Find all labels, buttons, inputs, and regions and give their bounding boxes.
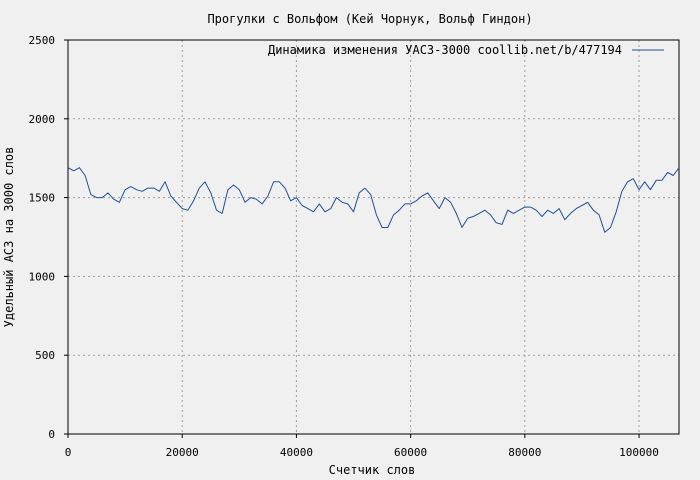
axis-ticks: 0 20000 40000 60000 80000 100000 0 500 1000 1500 2… [29,34,659,459]
grid [68,40,679,434]
y-tick-label: 1000 [29,270,56,283]
legend: Динамика изменения УАСЗ-3000 coollib.net… [268,43,664,57]
x-tick-label: 100000 [619,446,659,459]
y-tick-label: 0 [48,428,55,441]
series-line [67,167,680,233]
x-tick-label: 0 [65,446,72,459]
series-group [67,167,680,233]
legend-label: Динамика изменения УАСЗ-3000 coollib.net… [268,43,622,57]
y-tick-label: 2000 [29,113,56,126]
x-axis-label: Счетчик слов [329,463,416,477]
x-tick-label: 80000 [508,446,541,459]
x-tick-label: 40000 [280,446,313,459]
plot-area-frame [67,39,680,435]
x-tick-label: 20000 [166,446,199,459]
y-axis-label: Удельный АСЗ на 3000 слов [2,147,16,328]
y-tick-label: 500 [35,349,55,362]
y-tick-label: 2500 [29,34,56,47]
y-tick-label: 1500 [29,192,56,205]
chart-title: Прогулки с Вольфом (Кей Чорнук, Вольф Ги… [207,12,532,26]
x-tick-label: 60000 [394,446,427,459]
